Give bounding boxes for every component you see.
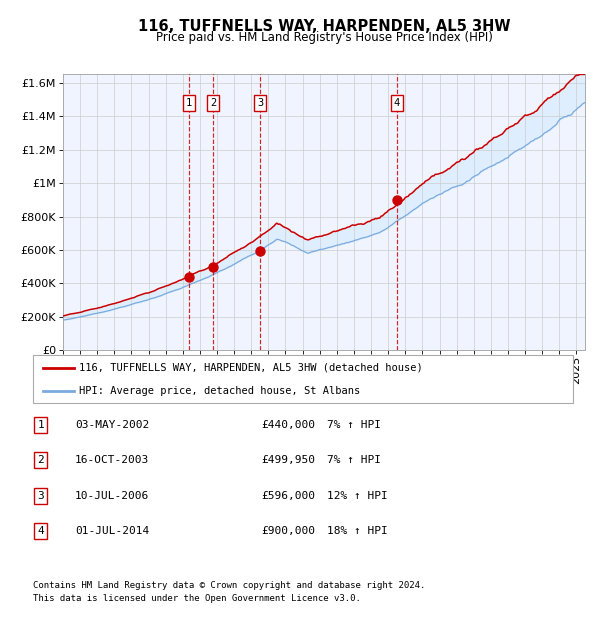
Text: 116, TUFFNELLS WAY, HARPENDEN, AL5 3HW (detached house): 116, TUFFNELLS WAY, HARPENDEN, AL5 3HW (… — [79, 363, 422, 373]
Text: 12% ↑ HPI: 12% ↑ HPI — [327, 491, 388, 501]
FancyBboxPatch shape — [33, 355, 573, 403]
Text: £596,000: £596,000 — [261, 491, 315, 501]
Text: 4: 4 — [37, 526, 44, 536]
Text: Contains HM Land Registry data © Crown copyright and database right 2024.: Contains HM Land Registry data © Crown c… — [33, 581, 425, 590]
Text: £499,950: £499,950 — [261, 455, 315, 465]
Text: 1: 1 — [185, 99, 192, 108]
Text: 16-OCT-2003: 16-OCT-2003 — [75, 455, 149, 465]
Text: 18% ↑ HPI: 18% ↑ HPI — [327, 526, 388, 536]
Text: 10-JUL-2006: 10-JUL-2006 — [75, 491, 149, 501]
Text: 1: 1 — [37, 420, 44, 430]
Text: 116, TUFFNELLS WAY, HARPENDEN, AL5 3HW: 116, TUFFNELLS WAY, HARPENDEN, AL5 3HW — [138, 19, 510, 33]
Text: 01-JUL-2014: 01-JUL-2014 — [75, 526, 149, 536]
Text: This data is licensed under the Open Government Licence v3.0.: This data is licensed under the Open Gov… — [33, 593, 361, 603]
Text: 2: 2 — [37, 455, 44, 465]
Text: 4: 4 — [394, 99, 400, 108]
Text: 7% ↑ HPI: 7% ↑ HPI — [327, 420, 381, 430]
Text: 03-MAY-2002: 03-MAY-2002 — [75, 420, 149, 430]
Text: £900,000: £900,000 — [261, 526, 315, 536]
Text: £440,000: £440,000 — [261, 420, 315, 430]
Text: Price paid vs. HM Land Registry's House Price Index (HPI): Price paid vs. HM Land Registry's House … — [155, 31, 493, 44]
Text: 3: 3 — [257, 99, 263, 108]
Text: 3: 3 — [37, 491, 44, 501]
Text: 7% ↑ HPI: 7% ↑ HPI — [327, 455, 381, 465]
Text: HPI: Average price, detached house, St Albans: HPI: Average price, detached house, St A… — [79, 386, 360, 396]
Text: 2: 2 — [211, 99, 217, 108]
